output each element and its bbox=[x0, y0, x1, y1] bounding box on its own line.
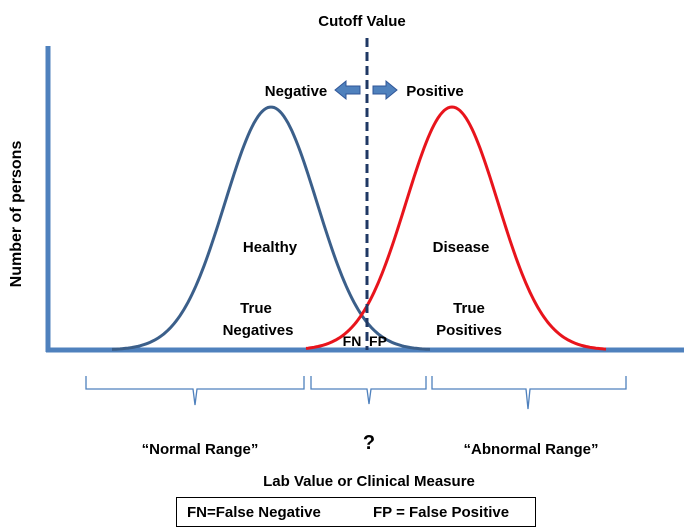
true-negatives-line2: Negatives bbox=[223, 322, 294, 339]
legend-box: FN=False Negative FP = False Positive bbox=[176, 497, 536, 527]
disease-label: Disease bbox=[433, 239, 490, 256]
true-negatives-line1: True bbox=[240, 300, 272, 317]
arrow-right-icon bbox=[372, 79, 398, 101]
fn-label: FN bbox=[343, 333, 362, 349]
true-positives-line2: Positives bbox=[436, 322, 502, 339]
uncertain-range-label: ? bbox=[363, 432, 375, 454]
positive-label: Positive bbox=[406, 83, 464, 100]
cutoff-title: Cutoff Value bbox=[318, 13, 406, 30]
fp-label: FP bbox=[369, 333, 387, 349]
healthy-curve bbox=[111, 105, 431, 351]
true-positives-line1: True bbox=[453, 300, 485, 317]
healthy-label: Healthy bbox=[243, 239, 298, 256]
negative-label: Negative bbox=[265, 83, 328, 100]
arrow-left-icon bbox=[334, 79, 361, 101]
brace-abnormal-range bbox=[431, 376, 627, 410]
x-axis-label: Lab Value or Clinical Measure bbox=[263, 473, 475, 490]
y-axis-label: Number of persons bbox=[8, 141, 25, 288]
brace-uncertain-range bbox=[310, 376, 427, 405]
abnormal-range-label: “Abnormal Range” bbox=[463, 441, 598, 458]
brace-normal-range bbox=[85, 376, 305, 406]
normal-range-label: “Normal Range” bbox=[142, 441, 259, 458]
legend-fp: FP = False Positive bbox=[373, 503, 510, 521]
legend-fn: FN=False Negative bbox=[187, 503, 321, 521]
disease-curve bbox=[305, 105, 607, 351]
